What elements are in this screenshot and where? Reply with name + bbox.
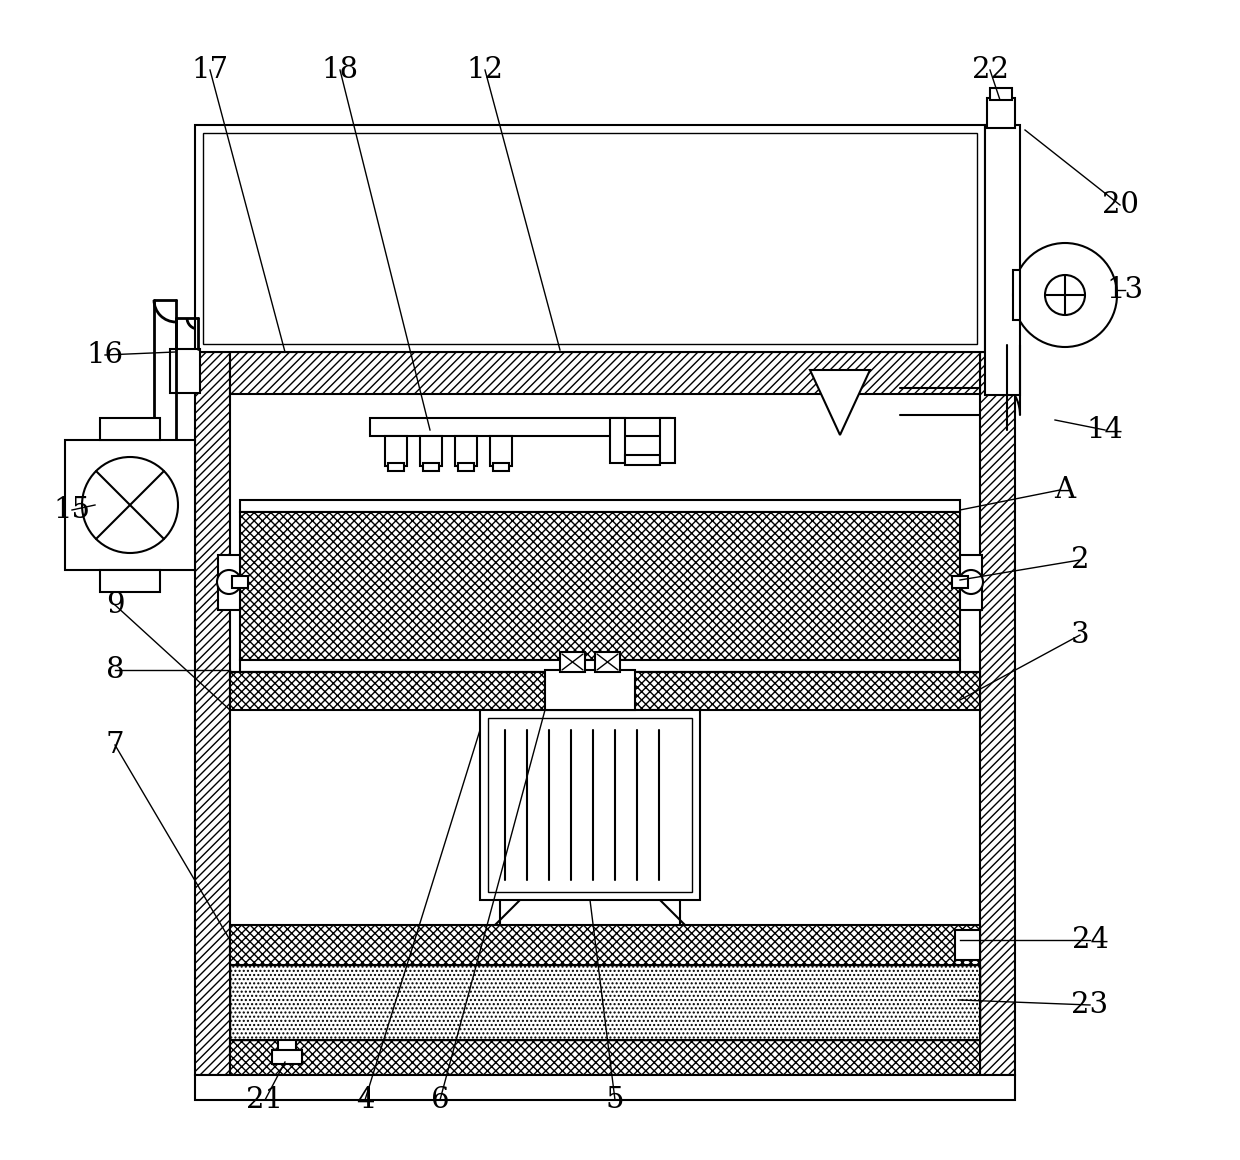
Bar [560,652,585,672]
Bar [384,436,407,466]
Text: 20: 20 [1101,191,1138,219]
Bar [229,965,980,1041]
Text: 4: 4 [356,1086,374,1114]
Bar [241,500,960,512]
Circle shape [1045,275,1085,316]
Bar [229,672,980,710]
Bar [203,133,977,345]
Text: 5: 5 [606,1086,624,1114]
Bar [388,463,404,471]
Text: 22: 22 [971,56,1008,84]
Text: 9: 9 [105,590,124,619]
Text: 23: 23 [1071,991,1109,1018]
Circle shape [1013,242,1117,347]
Text: 12: 12 [466,56,503,84]
Bar [546,670,635,710]
Bar [195,351,229,1075]
Circle shape [959,570,983,594]
Bar [170,349,200,393]
Polygon shape [810,370,870,435]
Bar [494,463,508,471]
Bar [100,570,160,592]
Bar [985,125,1021,396]
Text: 6: 6 [430,1086,449,1114]
Bar [955,930,980,960]
Bar [232,577,248,588]
Bar [458,463,474,471]
Bar [990,88,1012,100]
Bar [489,718,692,892]
Bar [455,436,477,466]
Bar [229,351,980,394]
Bar [987,97,1016,128]
Text: A: A [1054,476,1075,503]
Text: 2: 2 [1071,546,1089,574]
Bar [420,436,441,466]
Text: 21: 21 [247,1086,284,1114]
Text: 15: 15 [53,496,91,524]
Text: 7: 7 [105,731,124,759]
Text: 3: 3 [1070,621,1089,648]
Bar [229,925,980,965]
Bar [241,660,960,672]
Bar [272,1050,303,1064]
Bar [195,1075,1016,1100]
Bar [952,577,968,588]
Bar [610,418,625,463]
Bar [625,455,660,465]
Bar [100,418,160,440]
Text: 17: 17 [191,56,228,84]
Bar [980,351,1016,1075]
Text: 14: 14 [1086,416,1123,444]
Text: 16: 16 [87,341,124,369]
Text: 8: 8 [105,657,124,684]
Bar [1013,270,1021,320]
Bar [660,418,675,463]
Text: 18: 18 [321,56,358,84]
Bar [480,710,701,900]
Bar [229,1041,980,1075]
Bar [218,554,241,610]
Circle shape [217,570,241,594]
Bar [595,652,620,672]
Bar [370,418,670,436]
Bar [490,436,512,466]
Bar [64,440,195,570]
Bar [195,125,985,351]
Bar [241,512,960,660]
Bar [278,1041,296,1063]
Bar [960,554,982,610]
Bar [423,463,439,471]
Text: 24: 24 [1071,926,1109,954]
Text: 13: 13 [1106,276,1143,304]
Circle shape [82,457,179,553]
